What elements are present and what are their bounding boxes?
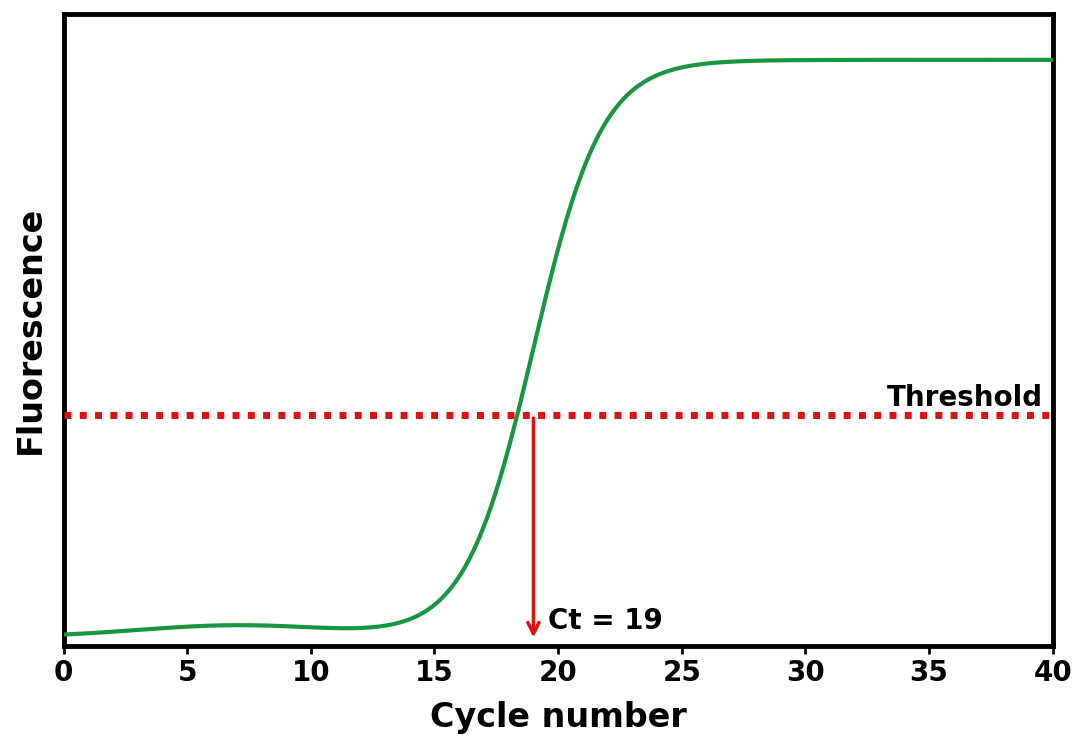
Text: Threshold: Threshold	[887, 384, 1043, 412]
Text: Ct = 19: Ct = 19	[548, 607, 664, 634]
X-axis label: Cycle number: Cycle number	[430, 701, 686, 734]
Y-axis label: Fluorescence: Fluorescence	[14, 206, 47, 454]
